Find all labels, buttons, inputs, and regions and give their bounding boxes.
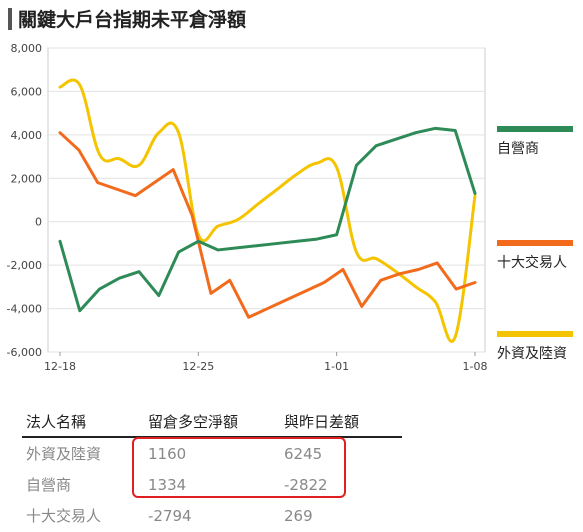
cell-net: -2794 (148, 506, 192, 525)
legend-swatch-dealers (497, 126, 573, 132)
legend-item-dealers: 自營商 (497, 126, 573, 158)
y-tick-label: 2,000 (11, 172, 43, 185)
chart-series (58, 78, 477, 343)
summary-table: 法人名稱 留倉多空淨額 與昨日差額 外資及陸資 1160 6245 自營商 13… (22, 404, 402, 531)
x-tick-label: 12-18 (44, 360, 76, 373)
legend-label-foreign: 外資及陸資 (497, 346, 567, 362)
legend-swatch-foreign (497, 331, 573, 337)
y-tick-label: 8,000 (11, 42, 43, 55)
x-tick-label: 1-01 (324, 360, 349, 373)
line-chart: 8,0006,0004,0002,0000-2,000-4,000-6,000 … (7, 42, 488, 373)
y-axis-ticks: 8,000 6,000 4,000 2,000 0 -2,000 -4,000 -6,000 (7, 42, 42, 359)
highlight-box (132, 437, 346, 498)
cell-net: 1160 (148, 444, 187, 463)
table-row: 外資及陸資 1160 6245 (22, 438, 402, 469)
y-tick-label: 4,000 (11, 129, 43, 142)
cell-name: 十大交易人 (26, 507, 102, 525)
y-tick-label: -6,000 (7, 346, 42, 359)
x-tick-label: 1-08 (463, 360, 488, 373)
y-tick-label: -2,000 (7, 259, 42, 272)
table-row: 十大交易人 -2794 269 (22, 500, 402, 531)
cell-net: 1334 (148, 475, 187, 494)
header-net: 留倉多空淨額 (148, 413, 239, 431)
legend-label-dealers: 自營商 (497, 141, 539, 157)
header-diff: 與昨日差額 (284, 413, 360, 431)
cell-name: 自營商 (26, 476, 72, 494)
legend-item-top10: 十大交易人 (497, 240, 573, 272)
legend-swatch-top10 (497, 240, 573, 246)
page-title: 關鍵大戶台指期未平倉淨額 (18, 9, 247, 31)
cell-diff: 6245 (284, 444, 323, 463)
table-row: 自營商 1334 -2822 (22, 469, 402, 500)
plot-frame (47, 47, 486, 353)
legend-item-foreign: 外資及陸資 (497, 331, 573, 363)
y-tick-label: 6,000 (11, 85, 43, 98)
title-accent-bar (8, 8, 12, 30)
series-line-0 (58, 126, 477, 313)
cell-name: 外資及陸資 (26, 445, 102, 463)
series-line-1 (58, 131, 477, 319)
cell-diff: 269 (284, 506, 313, 525)
chart-grid (47, 47, 486, 353)
y-tick-label: 0 (35, 216, 42, 229)
x-axis-ticks: 12-18 12-25 1-01 1-08 (44, 352, 487, 373)
x-tick-label: 12-25 (182, 360, 214, 373)
header-name: 法人名稱 (26, 413, 87, 431)
y-tick-label: -4,000 (7, 303, 42, 316)
series-line-2 (58, 78, 477, 343)
table-header: 法人名稱 留倉多空淨額 與昨日差額 (22, 404, 402, 438)
cell-diff: -2822 (284, 475, 328, 494)
legend-label-top10: 十大交易人 (497, 255, 567, 271)
